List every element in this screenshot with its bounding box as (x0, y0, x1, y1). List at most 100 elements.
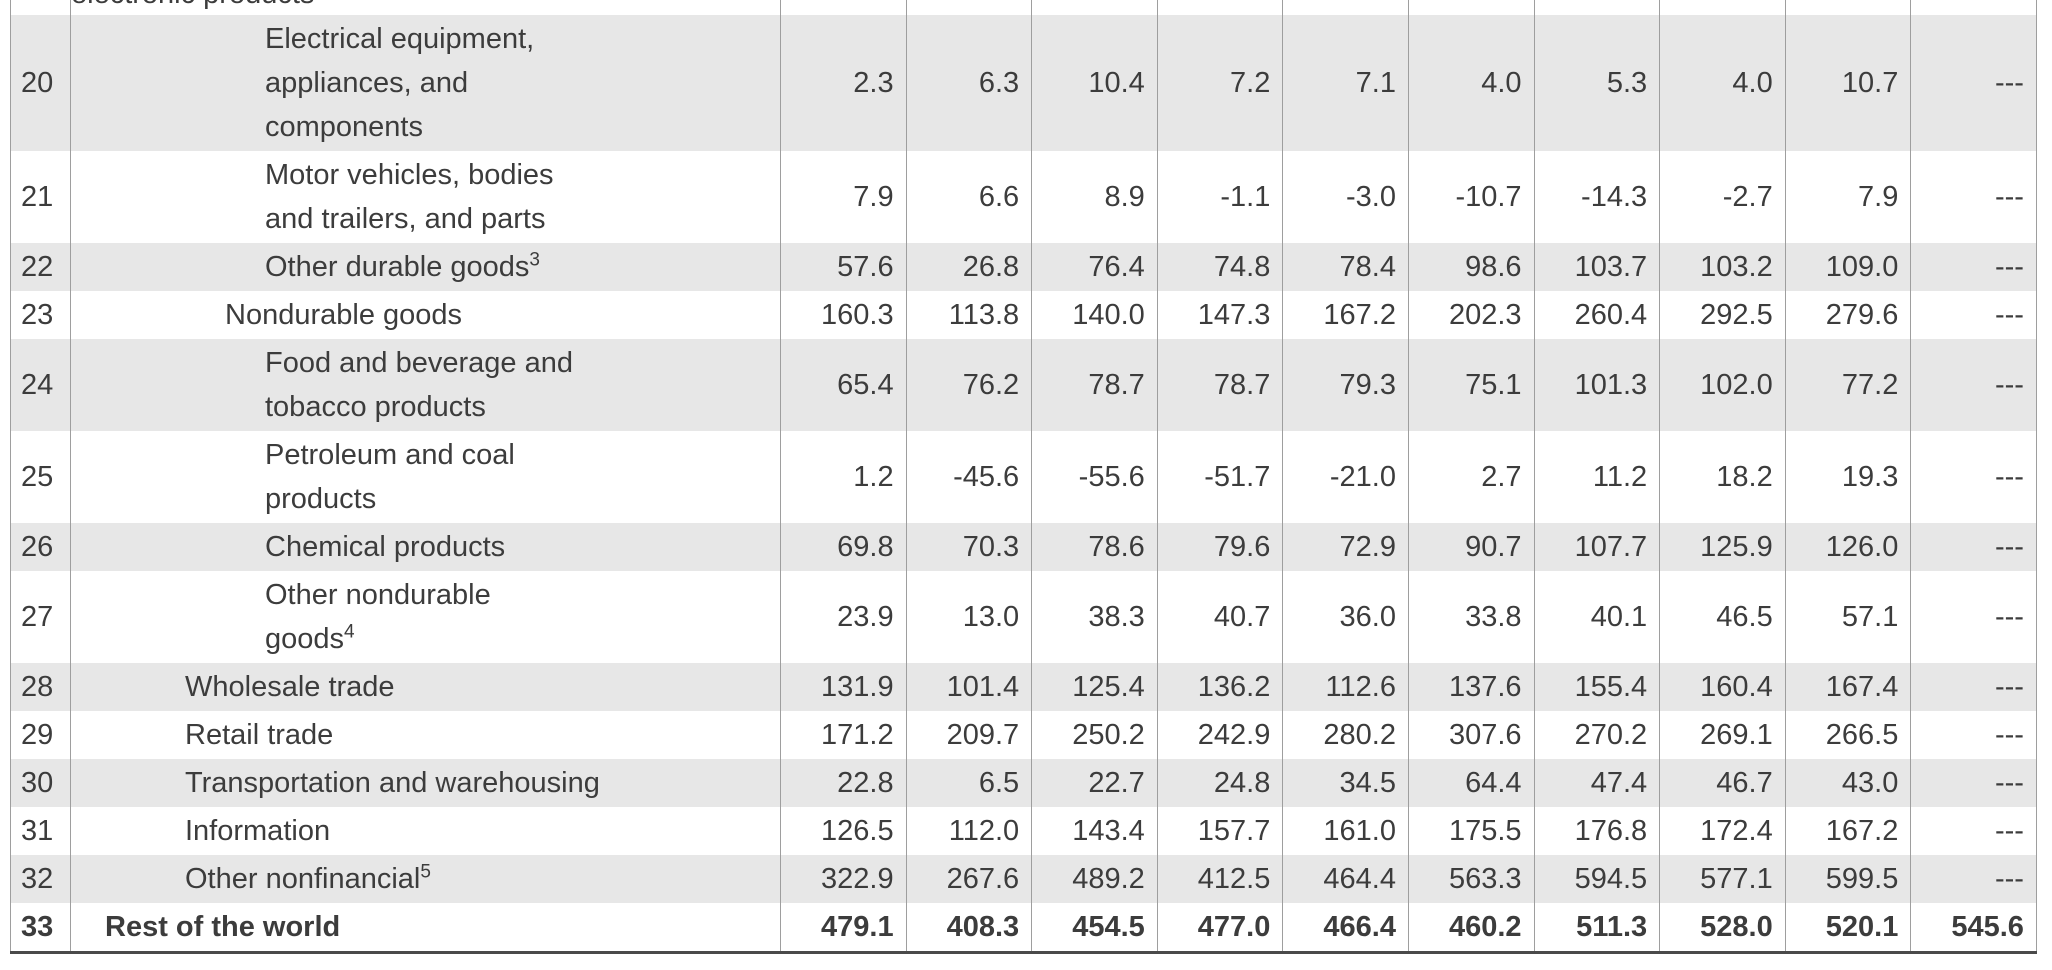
value-cell: 125.4 (1031, 663, 1158, 711)
value-cell: 2.7 (1407, 431, 1535, 523)
industry-label: Motor vehicles, bodies and trailers, and… (265, 159, 554, 235)
industry-name-cell: Petroleum and coal products (70, 431, 781, 523)
industry-name-cell: Food and beverage and tobacco products (70, 339, 781, 431)
value-cell: 412.5 (1156, 855, 1283, 903)
industry-label: Other nonfinancial (185, 863, 421, 895)
value-cell: 577.1 (1659, 855, 1786, 903)
row-number: 20 (10, 15, 71, 151)
value-cell: 113.8 (905, 291, 1032, 339)
value-cell: 5.3 (1533, 15, 1660, 151)
value-cell: 65.4 (780, 339, 907, 431)
value-cell: 74.8 (1156, 243, 1283, 291)
industry-label: Other nondurable goods (265, 579, 491, 655)
value-cell: --- (1910, 663, 2037, 711)
industry-name-cell: Other nondurable goods4 (70, 571, 781, 663)
value-cell: 454.5 (1031, 903, 1158, 953)
value-cell: 520.1 (1784, 903, 1911, 953)
value-cell: 76.2 (905, 339, 1032, 431)
value-cell (1156, 0, 1283, 15)
value-cell: 167.4 (1784, 663, 1911, 711)
value-cell: 98.6 (1407, 243, 1535, 291)
footnote-ref: 5 (420, 861, 431, 883)
industry-name-cell: Electrical equipment, appliances, and co… (70, 15, 781, 151)
industry-label: Transportation and warehousing (185, 767, 600, 799)
value-cell: -1.1 (1156, 151, 1283, 243)
value-cell: 70.3 (905, 523, 1032, 571)
industry-label: Petroleum and coal products (265, 439, 515, 515)
industry-name-cell: Motor vehicles, bodies and trailers, and… (70, 151, 781, 243)
table-row: 20 Electrical equipment, appliances, and… (10, 15, 2037, 151)
value-cell (1784, 0, 1911, 15)
industry-name-cell: Other durable goods3 (70, 243, 781, 291)
industry-name-cell: electronic products (70, 0, 781, 15)
value-cell: 78.4 (1282, 243, 1409, 291)
value-cell: 13.0 (905, 571, 1032, 663)
value-cell: 57.1 (1784, 571, 1911, 663)
value-cell: --- (1910, 807, 2037, 855)
value-cell: 103.2 (1659, 243, 1786, 291)
value-cell: 266.5 (1784, 711, 1911, 759)
value-cell: 270.2 (1533, 711, 1660, 759)
table-row: 32 Other nonfinancial5 322.9 267.6 489.2… (10, 855, 2037, 903)
value-cell: 511.3 (1533, 903, 1660, 953)
value-cell: 18.2 (1659, 431, 1786, 523)
value-cell: --- (1910, 339, 2037, 431)
row-number: 27 (10, 571, 71, 663)
industry-name-cell: Retail trade (70, 711, 781, 759)
value-cell: 23.9 (780, 571, 907, 663)
table-row: 21 Motor vehicles, bodies and trailers, … (10, 151, 2037, 243)
table-row: 25 Petroleum and coal products 1.2 -45.6… (10, 431, 2037, 523)
value-cell: 112.6 (1282, 663, 1409, 711)
value-cell: 464.4 (1282, 855, 1409, 903)
value-cell: 26.8 (905, 243, 1032, 291)
value-cell: 76.4 (1031, 243, 1158, 291)
value-cell: 7.2 (1156, 15, 1283, 151)
table-row: 22 Other durable goods3 57.6 26.8 76.4 7… (10, 243, 2037, 291)
value-cell: 10.7 (1784, 15, 1911, 151)
table-row: 29 Retail trade 171.2 209.7 250.2 242.9 … (10, 711, 2037, 759)
value-cell: -21.0 (1282, 431, 1409, 523)
industry-label: Chemical products (265, 531, 506, 563)
value-cell: 125.9 (1659, 523, 1786, 571)
value-cell: 267.6 (905, 855, 1032, 903)
clipped-text-wrap: electronic products (72, 0, 781, 15)
value-cell: 4.0 (1659, 15, 1786, 151)
value-cell (780, 0, 907, 15)
value-cell: 160.4 (1659, 663, 1786, 711)
value-cell: 171.2 (780, 711, 907, 759)
table-row: 28 Wholesale trade 131.9 101.4 125.4 136… (10, 663, 2037, 711)
profits-by-industry-table: electronic products 20 Electrical equipm… (10, 0, 2037, 954)
value-cell: 6.3 (905, 15, 1032, 151)
value-cell: 126.0 (1784, 523, 1911, 571)
value-cell: 136.2 (1156, 663, 1283, 711)
value-cell: 40.1 (1533, 571, 1660, 663)
row-number: 29 (10, 711, 71, 759)
value-cell: --- (1910, 711, 2037, 759)
value-cell: --- (1910, 291, 2037, 339)
industry-name-cell: Wholesale trade (70, 663, 781, 711)
value-cell: 460.2 (1407, 903, 1535, 953)
value-cell: 140.0 (1031, 291, 1158, 339)
value-cell: 1.2 (780, 431, 907, 523)
row-number: 30 (10, 759, 71, 807)
row-number: 26 (10, 523, 71, 571)
value-cell: 167.2 (1784, 807, 1911, 855)
industry-name-cell: Other nonfinancial5 (70, 855, 781, 903)
value-cell: 176.8 (1533, 807, 1660, 855)
industry-label-fragment: electronic products (72, 0, 781, 15)
value-cell: 43.0 (1784, 759, 1911, 807)
value-cell (1910, 0, 2037, 15)
value-cell: 69.8 (780, 523, 907, 571)
industry-label: Retail trade (185, 719, 334, 751)
value-cell: --- (1910, 243, 2037, 291)
value-cell: 2.3 (780, 15, 907, 151)
value-cell: 147.3 (1156, 291, 1283, 339)
value-cell: 242.9 (1156, 711, 1283, 759)
value-cell: 307.6 (1407, 711, 1535, 759)
value-cell: 7.1 (1282, 15, 1409, 151)
footnote-ref: 3 (529, 249, 540, 271)
value-cell: -55.6 (1031, 431, 1158, 523)
value-cell: 79.3 (1282, 339, 1409, 431)
value-cell (1533, 0, 1660, 15)
